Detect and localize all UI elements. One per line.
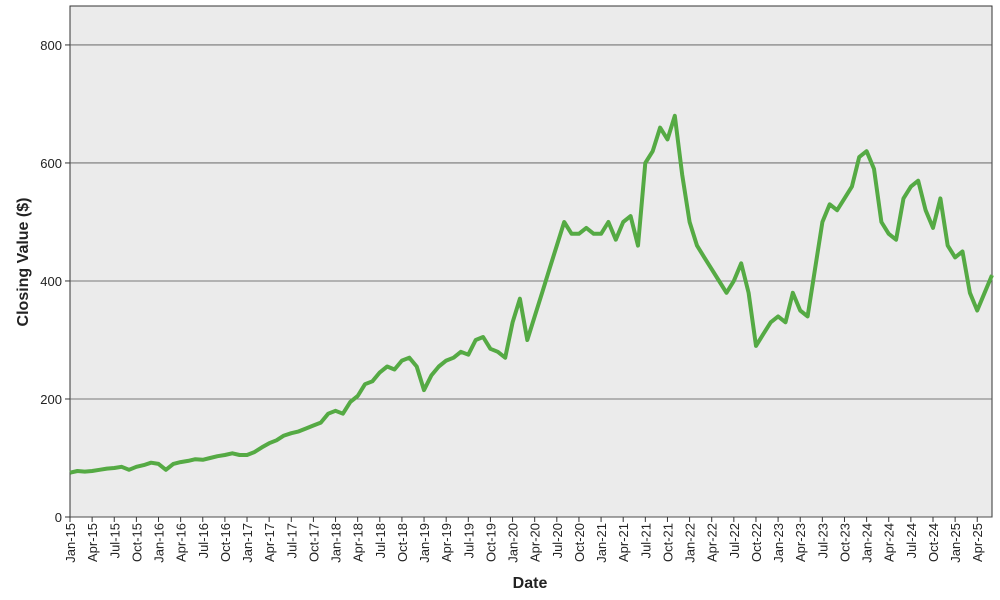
x-tick-label: Jan-16 xyxy=(152,523,167,563)
x-tick-label: Oct-17 xyxy=(306,523,321,562)
x-tick-label: Jan-17 xyxy=(240,523,255,563)
x-tick-label: Jan-23 xyxy=(771,523,786,563)
x-tick-label: Apr-17 xyxy=(262,523,277,562)
y-tick-label: 200 xyxy=(40,392,62,407)
x-tick-label: Oct-19 xyxy=(483,523,498,562)
x-tick-label: Jan-21 xyxy=(594,523,609,563)
x-tick-label: Oct-15 xyxy=(129,523,144,562)
x-tick-label: Apr-24 xyxy=(882,523,897,562)
x-tick-label: Apr-20 xyxy=(528,523,543,562)
x-tick-label: Apr-18 xyxy=(351,523,366,562)
x-tick-label: Jul-16 xyxy=(196,523,211,558)
x-tick-label: Jul-24 xyxy=(904,523,919,558)
x-tick-label: Jul-21 xyxy=(638,523,653,558)
x-tick-label: Jul-19 xyxy=(461,523,476,558)
x-tick-label: Oct-21 xyxy=(660,523,675,562)
x-axis-title: Date xyxy=(513,575,548,592)
data-line xyxy=(69,113,994,475)
plot-area xyxy=(69,5,993,518)
x-tick-label: Jul-15 xyxy=(107,523,122,558)
y-tick-label: 600 xyxy=(40,156,62,171)
x-tick-label: Apr-23 xyxy=(793,523,808,562)
x-tick-label: Oct-16 xyxy=(218,523,233,562)
x-tick-label: Jan-25 xyxy=(948,523,963,563)
x-tick-label: Jan-24 xyxy=(860,523,875,563)
x-tick-label: Oct-24 xyxy=(926,523,941,562)
x-tick-label: Apr-22 xyxy=(705,523,720,562)
x-tick-label: Jul-23 xyxy=(815,523,830,558)
x-tick-label: Oct-20 xyxy=(572,523,587,562)
x-tick-label: Jan-15 xyxy=(63,523,78,563)
x-tick-label: Apr-25 xyxy=(970,523,985,562)
x-tick-label: Apr-15 xyxy=(85,523,100,562)
x-tick-label: Apr-16 xyxy=(174,523,189,562)
x-tick-label: Apr-21 xyxy=(616,523,631,562)
x-tick-label: Jul-20 xyxy=(550,523,565,558)
x-tick-label: Oct-23 xyxy=(837,523,852,562)
x-tick-label: Oct-22 xyxy=(749,523,764,562)
x-tick-label: Apr-19 xyxy=(439,523,454,562)
x-tick-label: Jan-19 xyxy=(417,523,432,563)
y-tick-label: 800 xyxy=(40,38,62,53)
y-tick-label: 0 xyxy=(55,510,62,525)
y-axis-title: Closing Value ($) xyxy=(15,198,32,327)
x-tick-label: Jan-18 xyxy=(329,523,344,563)
x-tick-label: Oct-18 xyxy=(395,523,410,562)
x-tick-label: Jul-22 xyxy=(727,523,742,558)
x-tick-label: Jan-20 xyxy=(506,523,521,563)
y-tick-label: 400 xyxy=(40,274,62,289)
x-tick-label: Jul-17 xyxy=(284,523,299,558)
x-tick-label: Jan-22 xyxy=(683,523,698,563)
x-tick-label: Jul-18 xyxy=(373,523,388,558)
